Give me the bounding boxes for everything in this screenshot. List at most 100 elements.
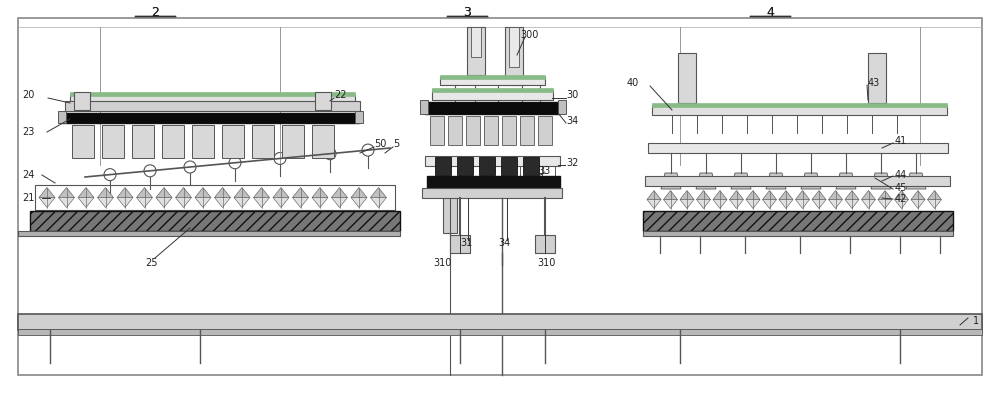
Polygon shape (661, 173, 681, 189)
Text: 34: 34 (566, 116, 578, 126)
Text: 40: 40 (627, 78, 639, 88)
Text: 34: 34 (498, 238, 510, 248)
Text: 33: 33 (538, 166, 550, 176)
Bar (448, 116, 462, 145)
Polygon shape (828, 200, 842, 209)
Polygon shape (928, 191, 942, 200)
Polygon shape (78, 187, 94, 198)
Bar (440, 77, 545, 85)
Polygon shape (895, 200, 908, 209)
Text: 310: 310 (537, 258, 555, 268)
Polygon shape (195, 198, 211, 208)
Bar (162, 125, 184, 158)
Bar (192, 125, 214, 158)
Polygon shape (39, 187, 55, 198)
Bar (450, 235, 470, 253)
Polygon shape (351, 187, 367, 198)
Text: 45: 45 (895, 183, 907, 193)
Polygon shape (906, 173, 926, 189)
Bar (466, 116, 480, 145)
Polygon shape (273, 198, 289, 208)
Text: 5: 5 (393, 139, 399, 149)
Text: 23: 23 (22, 127, 34, 137)
Bar (643, 231, 953, 236)
Polygon shape (713, 191, 727, 200)
Text: 3: 3 (463, 6, 471, 18)
Bar (868, 53, 886, 103)
Bar (30, 211, 400, 231)
Polygon shape (713, 200, 727, 209)
Polygon shape (928, 200, 942, 209)
Bar (355, 111, 363, 123)
Bar (18, 329, 982, 335)
Bar (65, 101, 360, 111)
Polygon shape (98, 198, 114, 208)
Bar (479, 157, 495, 175)
Text: 21: 21 (22, 193, 34, 203)
Polygon shape (39, 198, 55, 208)
Bar (652, 103, 947, 107)
Polygon shape (779, 200, 793, 209)
Bar (678, 53, 696, 103)
Text: 24: 24 (22, 170, 34, 180)
Polygon shape (796, 191, 810, 200)
Bar (435, 157, 451, 175)
Bar (484, 116, 498, 145)
Polygon shape (862, 191, 876, 200)
Bar (443, 188, 457, 233)
Bar (648, 143, 948, 153)
Bar (652, 105, 947, 115)
Bar (558, 100, 566, 114)
Bar (509, 27, 519, 67)
Polygon shape (58, 187, 74, 198)
Polygon shape (234, 187, 250, 198)
Polygon shape (812, 191, 826, 200)
Text: 43: 43 (868, 78, 880, 88)
Polygon shape (136, 187, 152, 198)
Text: 2: 2 (151, 6, 159, 18)
Text: 1: 1 (973, 316, 979, 326)
Bar (18, 314, 982, 330)
Bar (312, 125, 334, 158)
Text: 310: 310 (434, 258, 452, 268)
Polygon shape (801, 173, 821, 189)
Bar (535, 235, 555, 253)
Polygon shape (156, 187, 172, 198)
Polygon shape (136, 198, 152, 208)
Text: 22: 22 (334, 90, 347, 100)
Polygon shape (332, 187, 348, 198)
Polygon shape (696, 173, 716, 189)
Polygon shape (214, 198, 230, 208)
Polygon shape (351, 198, 367, 208)
Polygon shape (117, 198, 133, 208)
Polygon shape (273, 187, 289, 198)
Polygon shape (176, 187, 192, 198)
Polygon shape (766, 173, 786, 189)
Bar (70, 95, 355, 103)
Polygon shape (871, 173, 891, 189)
Bar (471, 27, 481, 57)
Polygon shape (763, 200, 776, 209)
Polygon shape (176, 198, 192, 208)
Text: 4: 4 (766, 6, 774, 18)
Bar (425, 156, 560, 166)
Text: 300: 300 (520, 30, 538, 40)
Polygon shape (796, 200, 810, 209)
Polygon shape (895, 191, 908, 200)
Polygon shape (845, 191, 859, 200)
Bar (432, 90, 553, 100)
Polygon shape (730, 200, 744, 209)
Bar (282, 125, 304, 158)
Bar (502, 116, 516, 145)
Polygon shape (332, 198, 348, 208)
Polygon shape (845, 200, 859, 209)
Polygon shape (862, 200, 876, 209)
Polygon shape (312, 198, 328, 208)
Bar (467, 27, 485, 75)
Polygon shape (731, 173, 751, 189)
Bar (420, 100, 428, 114)
Polygon shape (254, 187, 270, 198)
Text: 44: 44 (895, 170, 907, 180)
Polygon shape (696, 200, 710, 209)
Polygon shape (234, 198, 250, 208)
